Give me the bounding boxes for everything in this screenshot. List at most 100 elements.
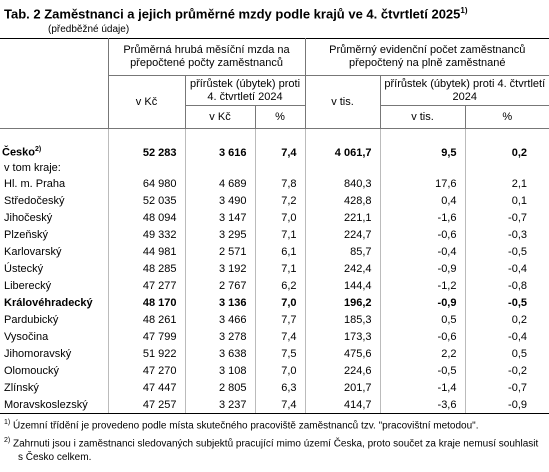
region-row: Plzeňský 49 332 3 295 7,1 224,7 -0,6 -0,3 — [0, 226, 549, 243]
cell: 48 261 — [107, 311, 185, 328]
footnote: 2) Zahrnuti jsou i zaměstnanci sledovaný… — [4, 434, 544, 463]
cell: 3 616 — [184, 128, 255, 161]
subheader: v tis. — [304, 75, 381, 129]
cell: 144,4 — [304, 277, 380, 294]
cell: 221,1 — [304, 209, 380, 226]
total-row: Česko2) 52 283 3 616 7,4 4 061,7 9,5 0,2 — [0, 128, 549, 162]
cell: 7,1 — [254, 226, 305, 243]
cell: 2,1 — [464, 175, 549, 192]
cell: 3 295 — [184, 226, 255, 243]
cell: 3 278 — [184, 328, 255, 345]
cell: 48 094 — [107, 209, 185, 226]
cell: 3 490 — [184, 192, 255, 209]
row-note: 2) — [35, 146, 42, 154]
cell: 6,3 — [254, 379, 305, 396]
cell: -0,3 — [464, 226, 549, 243]
empty-cell — [379, 161, 465, 175]
row-name: Karlovarský — [4, 245, 62, 258]
cell: 196,2 — [304, 294, 380, 311]
cell: 47 447 — [107, 379, 185, 396]
cell: -0,5 — [464, 294, 549, 311]
cell: 3 466 — [184, 311, 255, 328]
cell: 52 035 — [107, 192, 185, 209]
subheader: v Kč — [184, 105, 256, 129]
group-header: Průměrná hrubá měsíční mzda na přepočten… — [107, 38, 306, 76]
cell: 7,1 — [254, 260, 305, 277]
footnote-mark: 2) — [4, 437, 11, 445]
cell: -0,6 — [379, 226, 465, 243]
cell: 51 922 — [107, 345, 185, 362]
cell: 201,7 — [304, 379, 380, 396]
cell: 242,4 — [304, 260, 380, 277]
cell: 0,5 — [379, 311, 465, 328]
subheader: přírůstek (úbytek) proti 4. čtvrtletí 20… — [184, 75, 306, 106]
cell: 7,5 — [254, 345, 305, 362]
region-row: Středočeský 52 035 3 490 7,2 428,8 0,4 0,1 — [0, 192, 549, 209]
title-note: 1) — [460, 6, 468, 15]
cell: -0,7 — [464, 209, 549, 226]
cell: -0,2 — [464, 362, 549, 379]
region-row: Královéhradecký 48 170 3 136 7,0 196,2 -0,9 -0… — [0, 294, 549, 311]
region-row: Liberecký 47 277 2 767 6,2 144,4 -1,2 -0,8 — [0, 277, 549, 294]
cell: 2,2 — [379, 345, 465, 362]
cell: -0,9 — [379, 260, 465, 277]
cell: 3 638 — [184, 345, 255, 362]
cell: -0,4 — [379, 243, 465, 260]
cell: -0,4 — [464, 260, 549, 277]
cell: 0,5 — [464, 345, 549, 362]
cell: 44 981 — [107, 243, 185, 260]
row-name-text: Česko — [2, 147, 36, 159]
footnotes: 1) Územní třídění je provedeno podle mís… — [4, 416, 544, 466]
region-row: Jihomoravský 51 922 3 638 7,5 475,6 2,2 0,5 — [0, 345, 549, 362]
footnote: 1) Územní třídění je provedeno podle mís… — [4, 416, 544, 432]
footnote-mark: 1) — [4, 419, 11, 426]
row-name: Pardubický — [4, 313, 59, 326]
cell: 48 285 — [107, 260, 185, 277]
cell: 0,2 — [464, 128, 549, 161]
section-label: v tom kraje: — [4, 162, 61, 174]
subtitle: (předběžné údaje) — [48, 24, 130, 35]
cell: -0,6 — [379, 328, 465, 345]
cell: -0,9 — [379, 294, 465, 311]
cell: 0,2 — [464, 311, 549, 328]
cell: 7,8 — [254, 175, 305, 192]
cell: 7,4 — [254, 128, 305, 161]
cell: -0,5 — [464, 243, 549, 260]
cell: 7,4 — [254, 328, 305, 345]
row-name: Plzeňský — [4, 228, 49, 241]
row-name: Zlínský — [4, 381, 39, 394]
row-name: Česko2) — [0, 129, 108, 162]
cell: 7,4 — [254, 396, 305, 414]
row-name: Vysočina — [4, 330, 49, 343]
empty-cell — [254, 161, 305, 175]
region-row: Zlínský 47 447 2 805 6,3 201,7 -1,4 -0,7 — [0, 379, 549, 396]
cell: 414,7 — [304, 396, 380, 414]
cell: -0,5 — [379, 362, 465, 379]
cell: -0,7 — [464, 379, 549, 396]
row-name: Jihočeský — [4, 211, 53, 224]
cell: 7,0 — [254, 294, 305, 311]
section-row: v tom kraje: — [0, 161, 549, 175]
region-row: Ústecký 48 285 3 192 7,1 242,4 -0,9 -0,4 — [0, 260, 549, 277]
row-name: Ústecký — [4, 262, 44, 275]
cell: 7,0 — [254, 209, 305, 226]
row-name: Liberecký — [4, 279, 52, 292]
subheader: % — [464, 105, 549, 129]
cell: -0,9 — [464, 396, 549, 414]
cell: 2 767 — [184, 277, 255, 294]
cell: 48 170 — [107, 294, 185, 311]
cell: 0,1 — [464, 192, 549, 209]
title: Tab. 2 Zaměstnanci a jejich průměrné mzd… — [4, 6, 468, 21]
cell: 2 571 — [184, 243, 255, 260]
cell: 475,6 — [304, 345, 380, 362]
cell: -3,6 — [379, 396, 465, 414]
cell: 49 332 — [107, 226, 185, 243]
cell: 85,7 — [304, 243, 380, 260]
cell: 173,3 — [304, 328, 380, 345]
cell: 6,2 — [254, 277, 305, 294]
cell: 7,7 — [254, 311, 305, 328]
cell: 52 283 — [107, 128, 185, 161]
corner — [0, 38, 109, 129]
empty-cell — [107, 161, 185, 175]
